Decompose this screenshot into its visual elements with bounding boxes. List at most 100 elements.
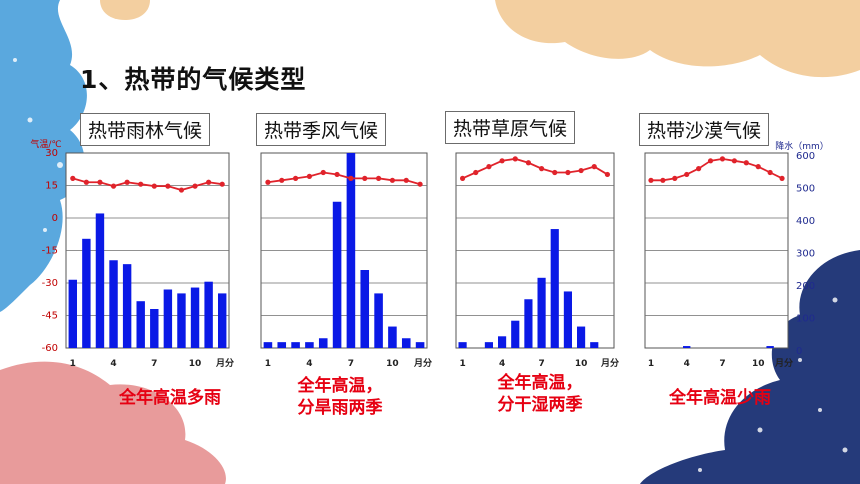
chart4-x-tick: 7: [719, 359, 725, 369]
chart3-x-tick: 1: [459, 359, 465, 369]
chart1-temp-point-2: [83, 179, 89, 185]
chart3-temp-point-2: [473, 169, 479, 176]
chart4-precip-bar-4: [683, 346, 691, 348]
chart1-temp-point-3: [97, 179, 103, 185]
chart1-left-tick: -60: [42, 343, 58, 354]
chart3-temp-point-9: [565, 169, 571, 176]
chart2-x-tick: 7: [348, 359, 354, 369]
chart2-x-tick: 10: [386, 359, 399, 369]
chart2-precip-bar-12: [415, 342, 425, 348]
chart1-x-tick: 月分: [215, 357, 234, 369]
desc-desert-text: 全年高温少雨: [669, 388, 771, 408]
chart4-temp-point-4: [684, 171, 690, 178]
chart3-precip-bar-8: [550, 229, 559, 348]
chart3-precip-bar-3: [484, 342, 493, 348]
chart4-temp-point-1: [648, 177, 654, 183]
chart1-x-tick: 10: [189, 359, 202, 369]
chart4-temp-point-9: [743, 160, 749, 166]
chart3-temp-point-11: [591, 164, 597, 170]
chart2-temp-point-6: [334, 171, 340, 178]
chart3-temp-point-12: [604, 171, 611, 178]
chart3-precip-bar-9: [563, 291, 572, 348]
chart2-precip-bar-4: [305, 342, 314, 348]
label-rainforest: 热带雨林气候: [80, 113, 211, 146]
chart1-precip-bar-11: [204, 281, 213, 348]
chart1-left-tick: 0: [52, 213, 58, 224]
chart3-precip-bar-10: [577, 326, 586, 348]
chart4-right-tick: 500: [796, 184, 815, 195]
chart3-x-tick: 7: [538, 359, 544, 369]
desc-monsoon-text: 全年高温， 分旱雨两季: [297, 376, 383, 418]
chart1-x-tick: 4: [110, 359, 116, 369]
chart1-temp-point-10: [192, 183, 198, 189]
chart4-right-tick: 0: [796, 346, 802, 357]
chart1-temp-point-8: [165, 183, 171, 189]
chart2-temp-point-5: [320, 169, 326, 176]
chart4-x-tick: 10: [752, 359, 765, 369]
chart4-right-tick: 100: [796, 314, 815, 325]
chart2-temp-point-1: [265, 179, 271, 185]
desc-desert: 全年高温少雨: [650, 387, 790, 409]
chart3-precip-bar-1: [458, 342, 467, 348]
chart1-temp-point-11: [206, 179, 212, 185]
chart1-temp-point-4: [110, 183, 117, 189]
chart2-temp-point-11: [403, 177, 409, 183]
chart1-precip-bar-5: [122, 264, 132, 348]
navy-cloud-right-shape: [640, 250, 860, 484]
chart4-temp-point-3: [672, 175, 678, 181]
chart2-temp-point-9: [375, 175, 382, 181]
chart1-precip-bar-8: [163, 289, 173, 348]
chart1-temp-point-9: [178, 187, 185, 193]
desc-rainforest: 全年高温多雨: [100, 387, 240, 409]
chart3-temp-point-10: [578, 167, 584, 174]
chart4-temp-point-12: [779, 175, 785, 181]
chart3-temp-point-7: [538, 166, 545, 172]
chart1-temp-point-1: [70, 175, 76, 181]
chart4-ylabel-right: 降水（mm）: [775, 140, 829, 152]
pink-cloud-shape: [0, 361, 226, 484]
chart2-x-tick: 月分: [413, 357, 432, 369]
chart1-x-tick: 7: [151, 359, 157, 369]
chart2-precip-bar-5: [318, 338, 328, 348]
chart4-temp-point-7: [719, 156, 726, 162]
chart4-right-tick: 600: [796, 151, 815, 162]
chart2-precip-bar-10: [388, 326, 397, 348]
chart3-x-tick: 4: [499, 359, 505, 369]
page-title: 1、热带的气候类型: [80, 65, 307, 94]
chart4-right-tick: 300: [796, 249, 815, 260]
chart2-precip-bar-8: [360, 270, 370, 348]
chart3-x-tick: 10: [575, 359, 588, 369]
chart1-ylabel-left: 气温/℃: [30, 138, 61, 150]
chart2-temp-point-2: [279, 177, 285, 183]
chart1-precip-bar-2: [82, 238, 91, 348]
chart1-left-tick: -45: [42, 311, 58, 322]
chart1-left-tick: 15: [45, 181, 58, 192]
chart2-temp-point-8: [362, 175, 368, 181]
chart1-precip-bar-7: [150, 309, 159, 348]
chart3-temp-point-6: [525, 160, 532, 166]
chart3-precip-bar-11: [590, 342, 599, 348]
chart3-temp-point-5: [512, 156, 518, 162]
chart4-right-tick: 400: [796, 216, 815, 227]
chart1-left-tick: 30: [45, 148, 58, 159]
chart2-precip-bar-1: [263, 342, 273, 348]
chart4-x-tick: 4: [684, 359, 690, 369]
desc-savanna-text: 全年高温， 分干湿两季: [497, 373, 583, 415]
chart1-precip-bar-10: [190, 287, 200, 348]
chart1-precip-bar-3: [95, 213, 105, 348]
label-savanna: 热带草原气候: [445, 111, 576, 144]
chart1-precip-bar-6: [136, 301, 145, 348]
chart3-temp-point-1: [459, 175, 466, 181]
chart4-temp-point-10: [755, 164, 761, 170]
label-desert: 热带沙漠气候: [639, 113, 770, 146]
chart2-precip-bar-6: [332, 201, 342, 348]
chart2-precip-bar-2: [277, 342, 287, 348]
chart2-x-tick: 1: [265, 359, 271, 369]
peach-cloud-shape: [495, 0, 860, 78]
chart2-precip-bar-9: [374, 293, 383, 348]
chart2-temp-point-12: [417, 181, 423, 187]
chart2-temp-point-7: [348, 175, 354, 181]
chart1-temp-point-7: [151, 183, 157, 189]
